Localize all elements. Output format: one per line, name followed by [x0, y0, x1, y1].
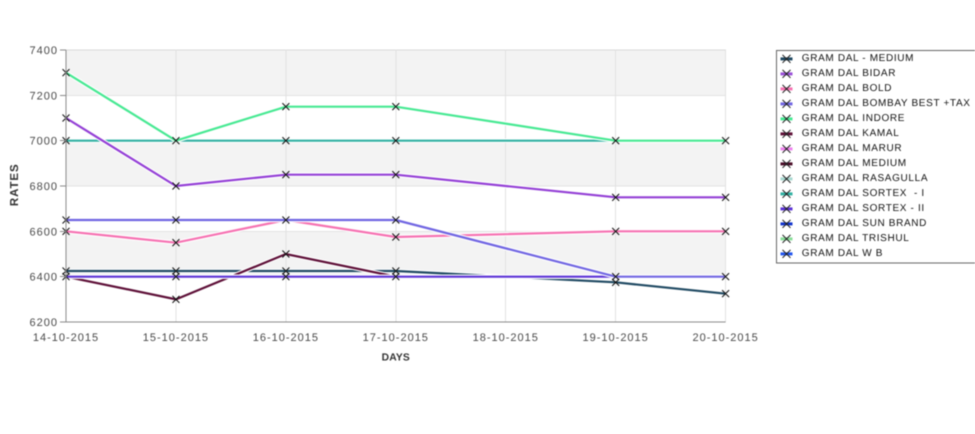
svg-text:RATES: RATES: [9, 163, 21, 206]
svg-text:18-10-2015: 18-10-2015: [473, 332, 539, 344]
svg-text:6200: 6200: [30, 317, 58, 329]
svg-text:GRAM DAL W B: GRAM DAL W B: [802, 248, 883, 259]
svg-text:16-10-2015: 16-10-2015: [253, 332, 319, 344]
svg-text:GRAM DAL MEDIUM: GRAM DAL MEDIUM: [802, 158, 907, 169]
svg-text:GRAM DAL KAMAL: GRAM DAL KAMAL: [802, 128, 900, 139]
svg-text:7200: 7200: [30, 90, 58, 102]
svg-text:GRAM DAL SUN BRAND: GRAM DAL SUN BRAND: [802, 218, 927, 229]
svg-text:GRAM DAL SORTEX - II: GRAM DAL SORTEX - II: [802, 203, 925, 214]
svg-text:20-10-2015: 20-10-2015: [692, 332, 758, 344]
svg-text:6600: 6600: [30, 226, 58, 238]
svg-text:GRAM DAL INDORE: GRAM DAL INDORE: [802, 113, 905, 124]
svg-text:GRAM DAL TRISHUL: GRAM DAL TRISHUL: [802, 233, 910, 244]
svg-text:14-10-2015: 14-10-2015: [33, 332, 99, 344]
svg-text:GRAM DAL SORTEX - I: GRAM DAL SORTEX - I: [802, 188, 925, 199]
svg-text:15-10-2015: 15-10-2015: [143, 332, 209, 344]
svg-text:GRAM DAL BOLD: GRAM DAL BOLD: [802, 83, 892, 94]
svg-text:6800: 6800: [30, 181, 58, 193]
svg-text:GRAM DAL BIDAR: GRAM DAL BIDAR: [802, 68, 896, 79]
svg-text:7400: 7400: [30, 45, 58, 57]
svg-text:6400: 6400: [30, 272, 58, 284]
svg-text:DAYS: DAYS: [382, 353, 410, 364]
svg-text:GRAM DAL BOMBAY BEST +TAX: GRAM DAL BOMBAY BEST +TAX: [802, 98, 971, 109]
svg-text:17-10-2015: 17-10-2015: [363, 332, 429, 344]
svg-text:19-10-2015: 19-10-2015: [583, 332, 649, 344]
svg-text:GRAM DAL MARUR: GRAM DAL MARUR: [802, 143, 902, 154]
svg-text:7000: 7000: [30, 136, 58, 148]
svg-text:GRAM DAL - MEDIUM: GRAM DAL - MEDIUM: [802, 53, 914, 64]
svg-text:GRAM DAL RASAGULLA: GRAM DAL RASAGULLA: [802, 173, 928, 184]
